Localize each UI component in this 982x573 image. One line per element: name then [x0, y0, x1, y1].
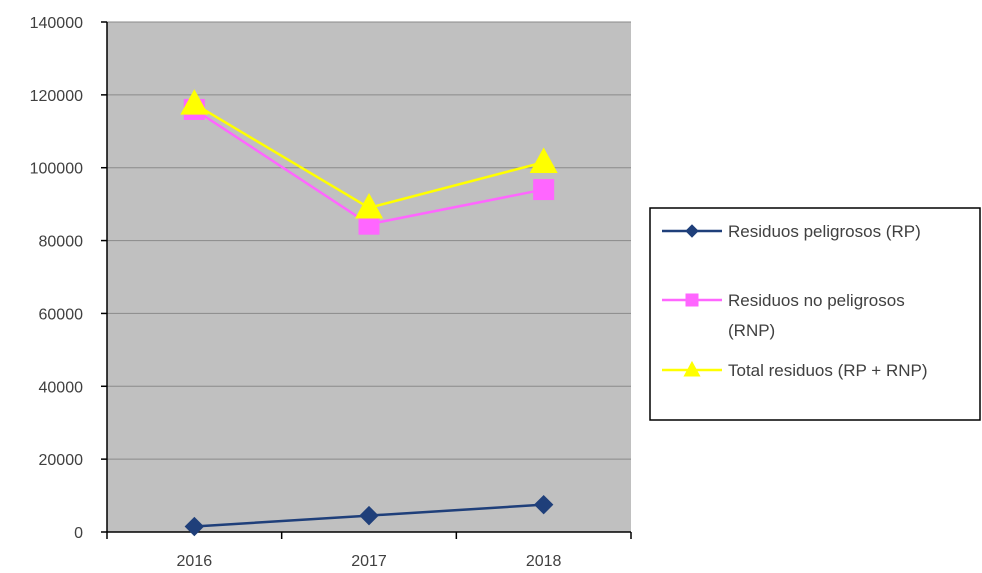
x-tick-label: 2016 — [177, 553, 213, 570]
y-tick-label: 60000 — [39, 306, 84, 323]
y-tick-label: 120000 — [30, 88, 83, 105]
legend-marker — [685, 224, 699, 238]
legend-box — [649, 207, 981, 421]
data-point-marker — [359, 505, 379, 526]
data-point-marker — [533, 494, 554, 515]
data-point-marker — [529, 147, 558, 173]
legend-entry-label: Residuos peligrosos (RP) — [728, 222, 921, 241]
legend: Residuos peligrosos (RP) Residuos no peli… — [649, 207, 981, 421]
series-markers — [180, 89, 558, 537]
legend-marker — [683, 360, 701, 377]
x-tick-label: 2018 — [526, 553, 562, 570]
y-tick-label: 20000 — [39, 452, 84, 469]
data-point-marker — [184, 516, 205, 537]
y-tick-label: 0 — [74, 525, 83, 542]
y-tick-label: 140000 — [30, 15, 83, 32]
plot-area — [107, 22, 631, 532]
y-tick-label: 80000 — [39, 234, 84, 251]
legend-marker — [685, 293, 699, 307]
data-point-marker — [533, 179, 555, 201]
y-tick-label: 40000 — [39, 379, 84, 396]
data-point-marker — [354, 192, 384, 219]
x-tick-label: 2017 — [351, 553, 387, 570]
y-tick-label: 100000 — [30, 161, 83, 178]
legend-entry-label: Residuos no peligrosos — [728, 291, 905, 310]
legend-entry-label: Total residuos (RP + RNP) — [728, 361, 928, 380]
y-tick-labels: 0 20000 40000 60000 80000 100000 120000 140000 — [30, 15, 83, 542]
x-tick-labels: 2016 2017 2018 — [177, 553, 562, 570]
legend-entry-label: (RNP) — [728, 321, 775, 340]
data-point-marker — [180, 89, 209, 115]
